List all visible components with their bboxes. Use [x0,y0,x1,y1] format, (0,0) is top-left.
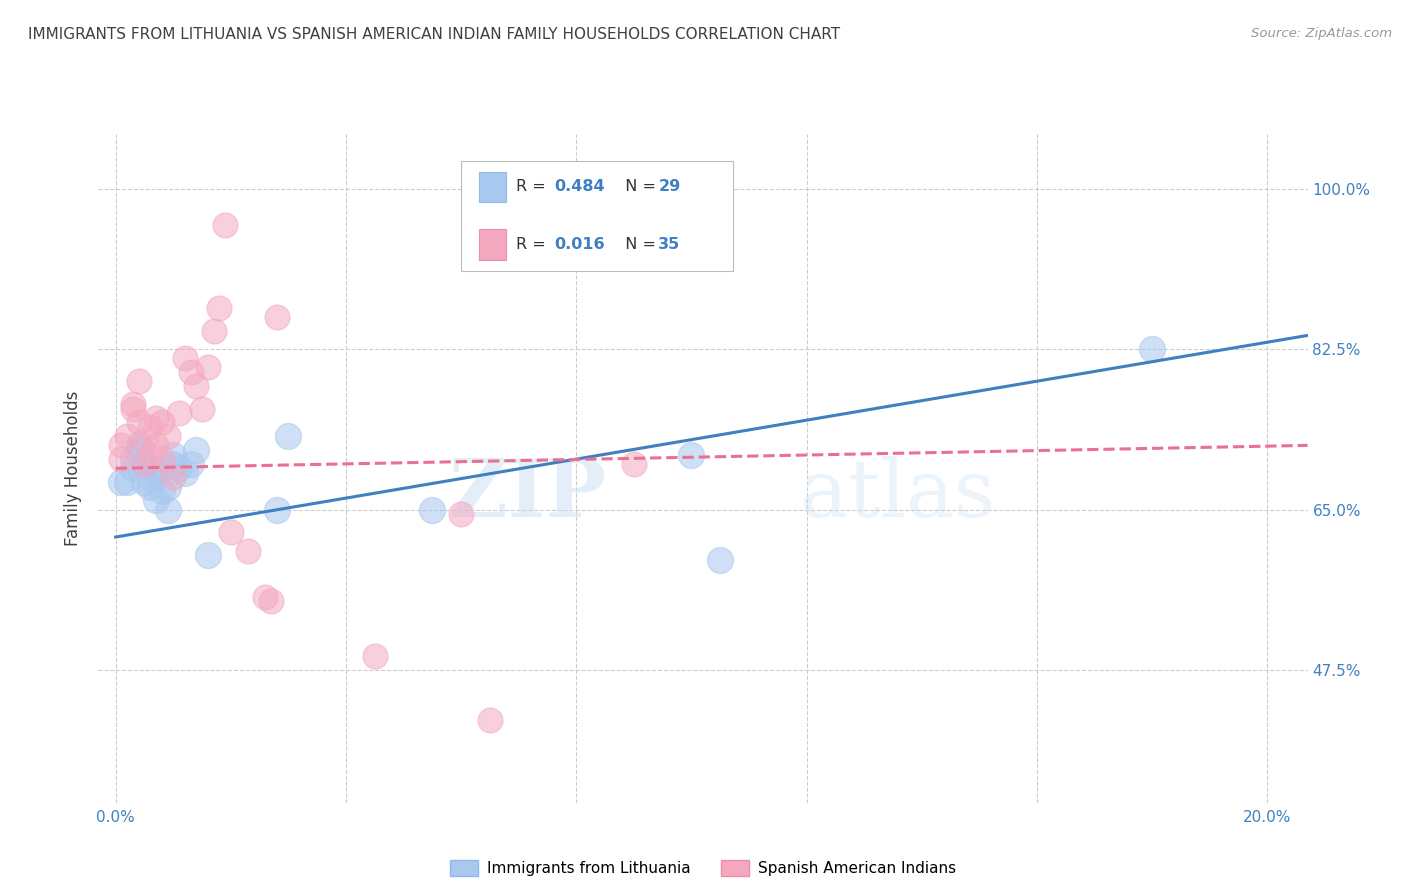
Point [150,461,173,475]
Point [139,448,162,462]
Point [145,493,167,508]
Point [122,461,145,475]
Point [197,360,219,375]
Text: 29: 29 [658,179,681,194]
Point [266,502,288,516]
Point [134,457,156,471]
Point [139,420,162,434]
FancyBboxPatch shape [479,229,506,260]
Text: R =: R = [516,237,551,252]
Point [219,525,242,540]
Text: ZIP: ZIP [450,456,606,534]
Point [260,594,283,608]
FancyBboxPatch shape [461,161,734,271]
Point [110,438,132,452]
Point [709,553,731,567]
Point [115,475,138,489]
Point [191,401,214,416]
Point [173,351,195,366]
Point [134,457,156,471]
Point [167,406,190,420]
Point [214,219,236,233]
Point [150,452,173,467]
Point [150,484,173,499]
Point [1140,342,1163,356]
Point [167,461,190,475]
Point [122,401,145,416]
Point [156,480,179,494]
Point [450,507,472,521]
Point [134,434,156,448]
Point [128,416,150,430]
Point [162,470,184,484]
Point [180,457,202,471]
Point [122,397,145,411]
Text: R =: R = [516,179,551,194]
Point [277,429,299,443]
Point [145,466,167,480]
Y-axis label: Family Households: Family Households [65,391,83,546]
Point [110,475,132,489]
Text: atlas: atlas [800,456,995,534]
Point [266,310,288,324]
Text: N =: N = [614,179,661,194]
FancyBboxPatch shape [479,172,506,202]
Text: 0.484: 0.484 [554,179,605,194]
Text: N =: N = [614,237,661,252]
Point [186,379,208,393]
Point [128,374,150,388]
Point [254,590,277,604]
Point [202,324,225,338]
Point [110,452,132,467]
Point [128,438,150,452]
Point [208,301,231,315]
Text: 35: 35 [658,237,681,252]
Point [364,649,387,664]
Point [422,502,444,516]
Point [139,480,162,494]
Point [173,466,195,480]
Point [139,470,162,484]
Point [122,452,145,467]
Point [478,714,501,728]
Point [128,442,150,457]
Point [150,416,173,430]
Point [162,448,184,462]
Point [156,429,179,443]
Point [681,448,703,462]
Point [156,502,179,516]
Point [115,429,138,443]
Point [145,410,167,425]
Text: IMMIGRANTS FROM LITHUANIA VS SPANISH AMERICAN INDIAN FAMILY HOUSEHOLDS CORRELATI: IMMIGRANTS FROM LITHUANIA VS SPANISH AME… [28,27,841,42]
Point [134,475,156,489]
Point [623,457,645,471]
Point [236,543,259,558]
Text: 0.016: 0.016 [554,237,605,252]
Point [145,438,167,452]
Legend: Immigrants from Lithuania, Spanish American Indians: Immigrants from Lithuania, Spanish Ameri… [444,854,962,882]
Text: Source: ZipAtlas.com: Source: ZipAtlas.com [1251,27,1392,40]
Point [162,457,184,471]
Point [180,365,202,379]
Point [197,549,219,563]
Point [186,442,208,457]
